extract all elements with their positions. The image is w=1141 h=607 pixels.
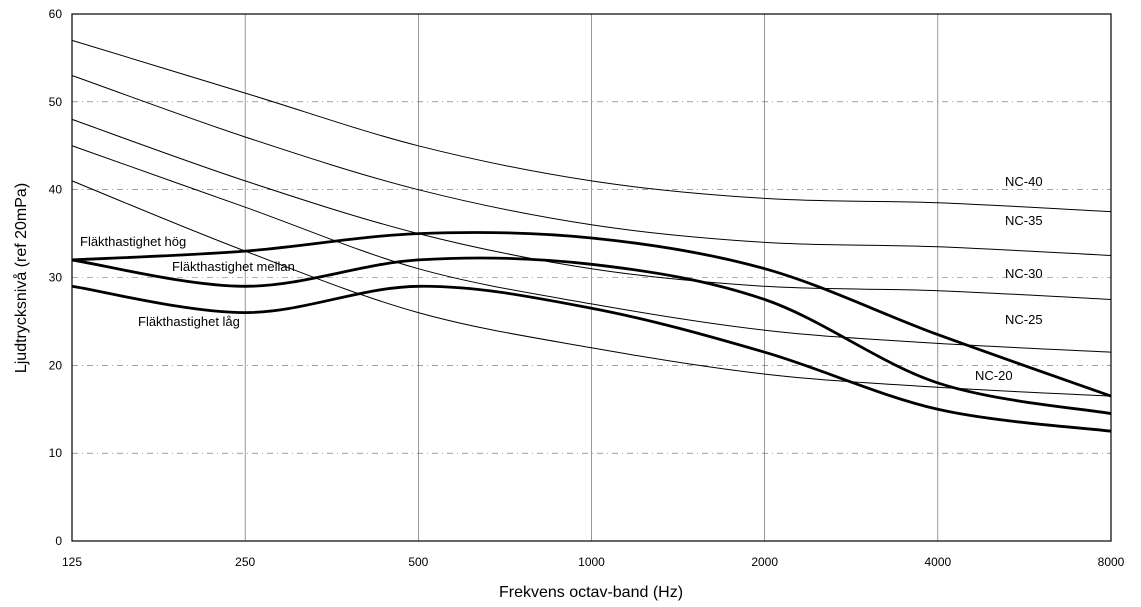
x-tick-label: 250 [235, 555, 255, 569]
series-line-fl-kthastighet-l-g [71, 284, 1112, 433]
x-tick-label: 1000 [578, 555, 605, 569]
series-line-nc-40 [71, 39, 1112, 213]
tick-labels: 125 250 500 1000 2000 4000 8000 0 10 20 30 40 50 60 [49, 7, 1125, 569]
series-group [71, 39, 1112, 433]
x-tick-label: 8000 [1098, 555, 1125, 569]
series-labels: NC-40 NC-35 NC-30 NC-25 NC-20 Fläkthastighet … [80, 174, 1043, 383]
y-tick-label: 50 [49, 95, 63, 109]
series-line-nc-30 [71, 118, 1112, 300]
series-label-nc-20: NC-20 [975, 368, 1013, 383]
y-tick-label: 60 [49, 7, 63, 21]
x-tick-label: 125 [62, 555, 82, 569]
grid [72, 14, 1111, 541]
series-line-fl-kthastighet-mellan [71, 256, 1112, 415]
y-tick-label: 30 [49, 271, 63, 285]
plot-frame [71, 13, 1112, 542]
x-axis-title: Frekvens octav-band (Hz) [499, 584, 683, 601]
series-line-nc-35 [71, 75, 1112, 256]
series-label-nc-30: NC-30 [1005, 266, 1043, 281]
y-tick-label: 40 [49, 183, 63, 197]
y-tick-label: 20 [49, 358, 63, 372]
x-tick-label: 4000 [924, 555, 951, 569]
series-line-nc-25 [71, 145, 1112, 353]
series-label-fl-kthastighet-mellan: Fläkthastighet mellan [172, 259, 295, 274]
y-tick-label: 0 [55, 534, 62, 548]
y-tick-label: 10 [49, 446, 63, 460]
x-tick-label: 500 [408, 555, 428, 569]
series-line-fl-kthastighet-h-g [71, 231, 1112, 398]
series-label-nc-25: NC-25 [1005, 312, 1043, 327]
series-label-nc-40: NC-40 [1005, 174, 1043, 189]
series-label-nc-35: NC-35 [1005, 213, 1043, 228]
x-tick-label: 2000 [751, 555, 778, 569]
y-axis-title: Ljudtrycksnivå (ref 20mPa) [12, 183, 30, 373]
series-label-fl-kthastighet-l-g: Fläkthastighet låg [138, 314, 240, 329]
series-label-fl-kthastighet-h-g: Fläkthastighet hög [80, 234, 186, 249]
